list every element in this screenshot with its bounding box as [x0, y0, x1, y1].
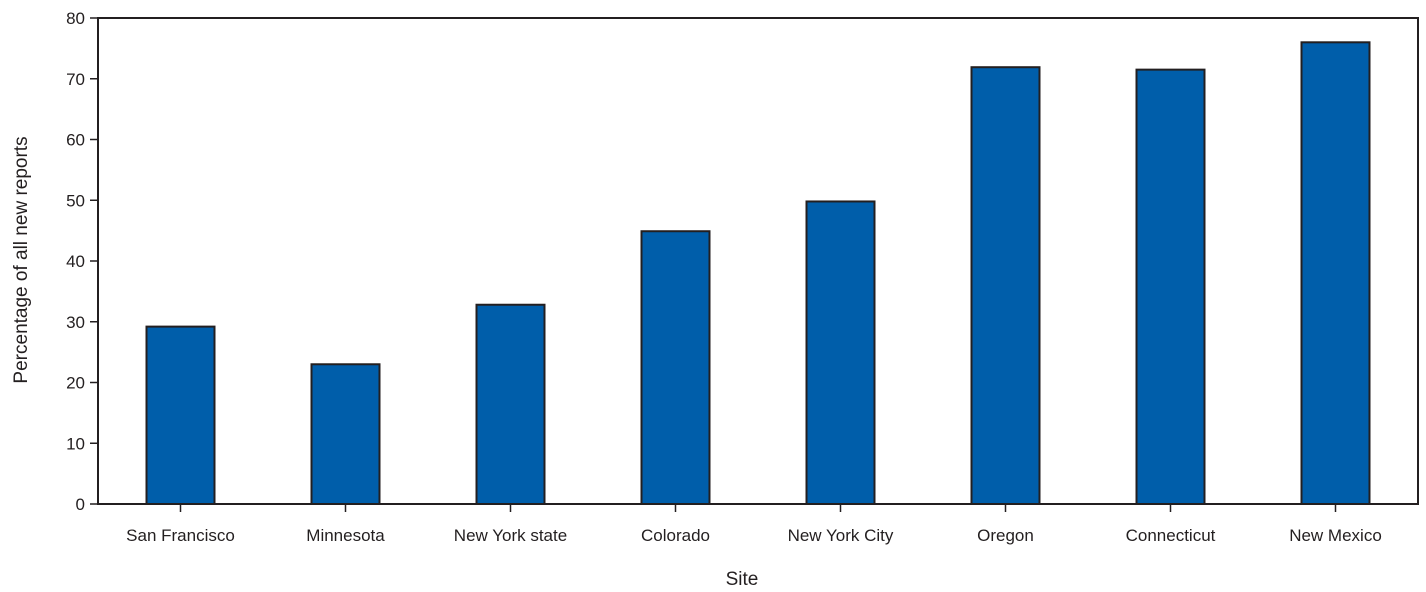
y-tick-label: 20 [66, 374, 85, 393]
y-tick-label: 10 [66, 434, 85, 453]
x-tick-label: Colorado [641, 526, 710, 545]
y-tick-label: 80 [66, 9, 85, 28]
x-axis-ticks: San Francisco Minnesota New York state Colo… [126, 504, 1382, 545]
y-tick-label: 60 [66, 131, 85, 150]
x-axis-title: Site [726, 569, 759, 590]
x-tick-label: San Francisco [126, 526, 235, 545]
x-tick-label: New Mexico [1289, 526, 1382, 545]
bar [475, 303, 546, 505]
bar [1135, 68, 1206, 505]
y-tick-label: 40 [66, 252, 85, 271]
y-tick-label: 50 [66, 191, 85, 210]
bar [1300, 41, 1371, 506]
x-tick-label: New York City [788, 526, 894, 545]
y-tick-label: 0 [76, 495, 85, 514]
bar [145, 325, 216, 505]
bar [310, 363, 381, 505]
y-axis-title: Percentage of all new reports [11, 136, 32, 383]
y-tick-label: 70 [66, 70, 85, 89]
bar [640, 230, 711, 505]
x-tick-label: Connecticut [1126, 526, 1216, 545]
x-tick-label: Minnesota [306, 526, 385, 545]
y-tick-label: 30 [66, 313, 85, 332]
bar [805, 200, 876, 505]
x-tick-label: New York state [454, 526, 567, 545]
x-tick-label: Oregon [977, 526, 1034, 545]
y-axis-ticks: 0 10 20 30 40 50 60 70 80 [66, 9, 98, 514]
bars [145, 41, 1371, 506]
plot-frame [97, 17, 1419, 505]
plot-border [97, 17, 1419, 505]
bar [970, 66, 1041, 506]
